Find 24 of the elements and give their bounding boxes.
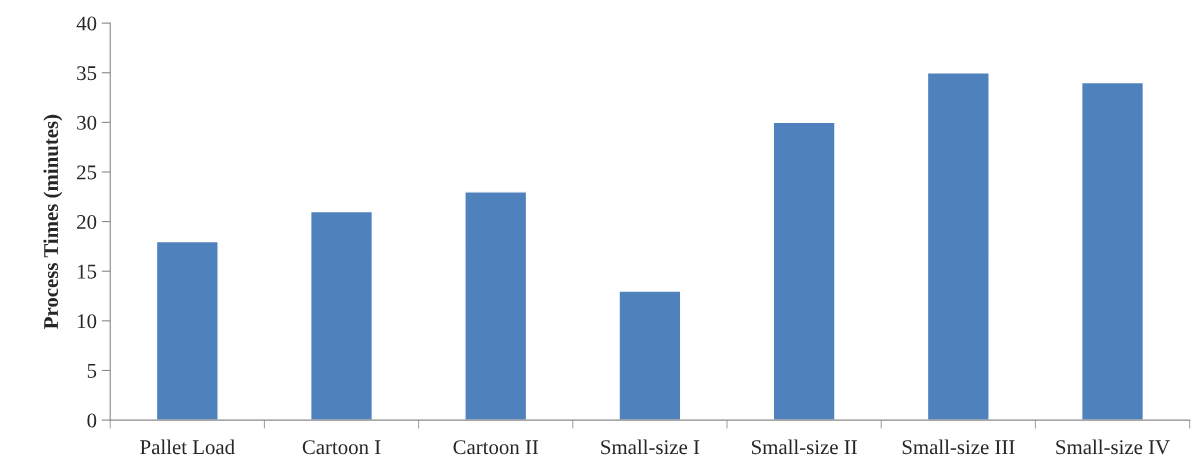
y-tick-label: 30: [77, 115, 97, 130]
y-tick-label: 35: [77, 66, 97, 81]
x-tick-label: Cartoon I: [302, 440, 381, 455]
x-tick-label: Cartoon II: [453, 440, 539, 455]
y-tick-label: 25: [77, 165, 97, 180]
bar: [309, 210, 374, 421]
y-tick-label: 0: [87, 413, 97, 428]
y-axis-title: Process Times (minutes): [43, 114, 63, 329]
x-tick-label: Small-size II: [752, 439, 857, 455]
bar: [1080, 81, 1145, 421]
y-tick-label: 40: [76, 16, 97, 31]
y-tick-label: 5: [87, 364, 97, 378]
bar: [155, 240, 219, 421]
x-tick-label: Small-size IV: [1056, 439, 1170, 455]
y-tick-label: 10: [78, 314, 97, 329]
bar: [618, 290, 682, 421]
y-tick-label: 15: [78, 264, 97, 279]
x-tick-label: Small-size III: [902, 439, 1015, 455]
x-tick-label: Pallet Load: [140, 439, 235, 455]
x-tick-label: Small-size I: [601, 439, 700, 455]
bar: [926, 72, 990, 421]
bar: [772, 121, 836, 421]
y-tick-label: 20: [77, 214, 97, 230]
bar: [464, 191, 528, 421]
